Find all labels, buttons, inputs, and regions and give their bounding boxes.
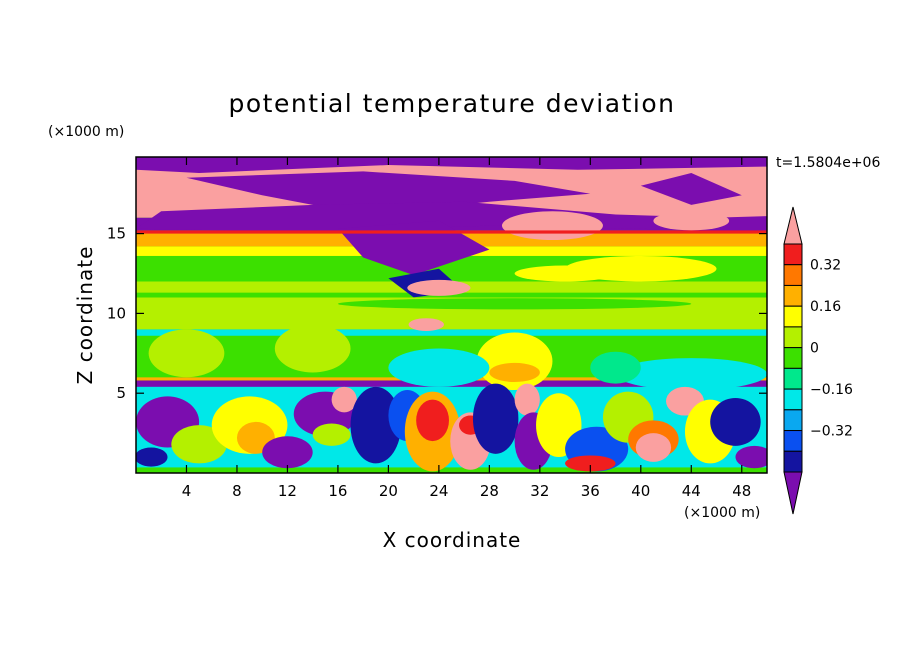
x-tick-label: 40 [631, 482, 650, 500]
contour-region [640, 173, 742, 205]
contour-cell [407, 279, 471, 296]
colorbar-box [783, 367, 803, 390]
contour-cell [590, 351, 641, 384]
contour-cell [472, 383, 519, 454]
x-tick-label: 24 [429, 482, 448, 500]
contour-cell [337, 298, 692, 310]
contour-cell [136, 447, 168, 467]
contour-cell [408, 318, 444, 331]
x-tick-label: 4 [182, 482, 192, 500]
x-tick-label: 16 [328, 482, 347, 500]
plot-frame [135, 156, 768, 474]
contour-region [186, 171, 591, 215]
x-axis-units: (×1000 m) [684, 505, 760, 521]
contour-cell [489, 362, 540, 383]
x-tick-label: 28 [480, 482, 499, 500]
colorbar-tick-label: 0.32 [810, 258, 841, 274]
colorbar-box [783, 326, 803, 349]
colorbar-bottom-triangle [783, 471, 803, 515]
contour-cell [565, 455, 616, 472]
contour-band [136, 230, 767, 234]
x-tick-label: 36 [581, 482, 600, 500]
contour-cell [312, 423, 351, 446]
plot-area [136, 157, 767, 473]
contour-region [136, 201, 767, 234]
contour-cell [653, 211, 730, 231]
contour-cell [514, 383, 540, 416]
x-axis-label: X coordinate [383, 528, 522, 552]
contour-cell [710, 397, 761, 446]
contour-cell [388, 348, 490, 387]
contour-cell [416, 399, 449, 442]
x-tick-label: 44 [682, 482, 701, 500]
contour-cell [171, 425, 227, 464]
contour-cell [615, 358, 767, 391]
colorbar: 0.32 0.16 0 −0.16 −0.32 [783, 206, 853, 515]
contour-region [337, 220, 490, 276]
x-tick-label: 20 [379, 482, 398, 500]
y-axis-units: (×1000 m) [48, 124, 124, 140]
colorbar-box [783, 305, 803, 328]
colorbar-tick-label: 0.16 [810, 299, 841, 315]
colorbar-box [783, 388, 803, 411]
contour-band [136, 467, 767, 473]
contour-cell [635, 433, 672, 462]
colorbar-box [783, 243, 803, 266]
colorbar-box [783, 284, 803, 307]
x-axis: 4 8 12 16 20 24 28 32 36 40 44 48 [182, 157, 751, 500]
contour-cell [331, 386, 357, 413]
x-tick-label: 48 [732, 482, 751, 500]
colorbar-box [783, 409, 803, 432]
y-tick-label: 5 [116, 384, 126, 402]
contour-cell [350, 386, 402, 464]
x-tick-label: 12 [278, 482, 297, 500]
time-label: t=1.5804e+06 [776, 155, 880, 171]
x-tick-label: 32 [530, 482, 549, 500]
colorbar-top-triangle [783, 206, 803, 245]
contour-cell [514, 265, 616, 282]
contour-field [136, 157, 767, 473]
colorbar-box [783, 450, 803, 473]
contour-cell [735, 445, 767, 469]
colorbar-box [783, 347, 803, 369]
contour-cell [262, 436, 313, 469]
y-axis-label: Z coordinate [73, 246, 97, 385]
x-tick-label: 8 [232, 482, 242, 500]
contour-cell [148, 329, 225, 378]
contour-cell [274, 324, 351, 373]
contour-cell [501, 211, 603, 240]
colorbar-box [783, 264, 803, 286]
contour-region [136, 157, 767, 173]
y-axis: 5 10 15 [107, 225, 767, 402]
y-tick-label: 10 [107, 304, 126, 322]
colorbar-tick-label: 0 [810, 341, 819, 357]
contour-band [136, 329, 767, 336]
colorbar-box [783, 430, 803, 452]
chart-title: potential temperature deviation [229, 89, 676, 118]
colorbar-tick-label: −0.32 [810, 424, 853, 440]
y-tick-label: 15 [107, 225, 126, 243]
colorbar-tick-label: −0.16 [810, 382, 853, 398]
